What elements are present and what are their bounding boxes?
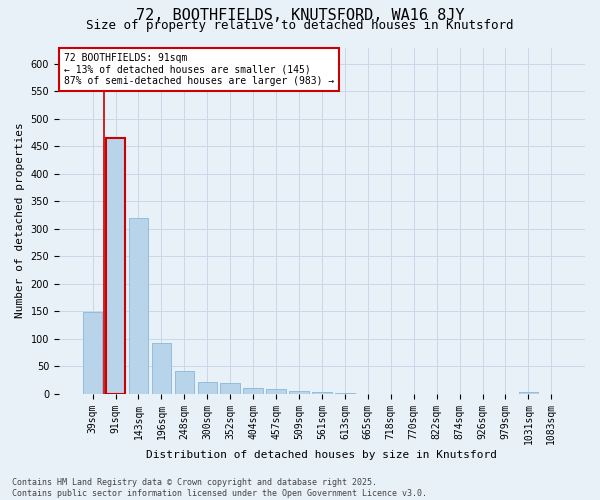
Bar: [289, 391, 309, 394]
Text: Contains HM Land Registry data © Crown copyright and database right 2025.
Contai: Contains HM Land Registry data © Crown c…: [12, 478, 427, 498]
Bar: [518, 392, 538, 394]
Y-axis label: Number of detached properties: Number of detached properties: [15, 122, 25, 318]
Bar: [244, 388, 263, 394]
Text: Size of property relative to detached houses in Knutsford: Size of property relative to detached ho…: [86, 19, 514, 32]
Bar: [175, 370, 194, 394]
Bar: [106, 138, 125, 394]
Text: 72, BOOTHFIELDS, KNUTSFORD, WA16 8JY: 72, BOOTHFIELDS, KNUTSFORD, WA16 8JY: [136, 8, 464, 22]
Bar: [335, 393, 355, 394]
Bar: [197, 382, 217, 394]
Bar: [83, 312, 103, 394]
Bar: [312, 392, 332, 394]
Bar: [152, 342, 171, 394]
Text: 72 BOOTHFIELDS: 91sqm
← 13% of detached houses are smaller (145)
87% of semi-det: 72 BOOTHFIELDS: 91sqm ← 13% of detached …: [64, 52, 334, 86]
Bar: [220, 382, 240, 394]
X-axis label: Distribution of detached houses by size in Knutsford: Distribution of detached houses by size …: [146, 450, 497, 460]
Bar: [128, 218, 148, 394]
Bar: [266, 388, 286, 394]
